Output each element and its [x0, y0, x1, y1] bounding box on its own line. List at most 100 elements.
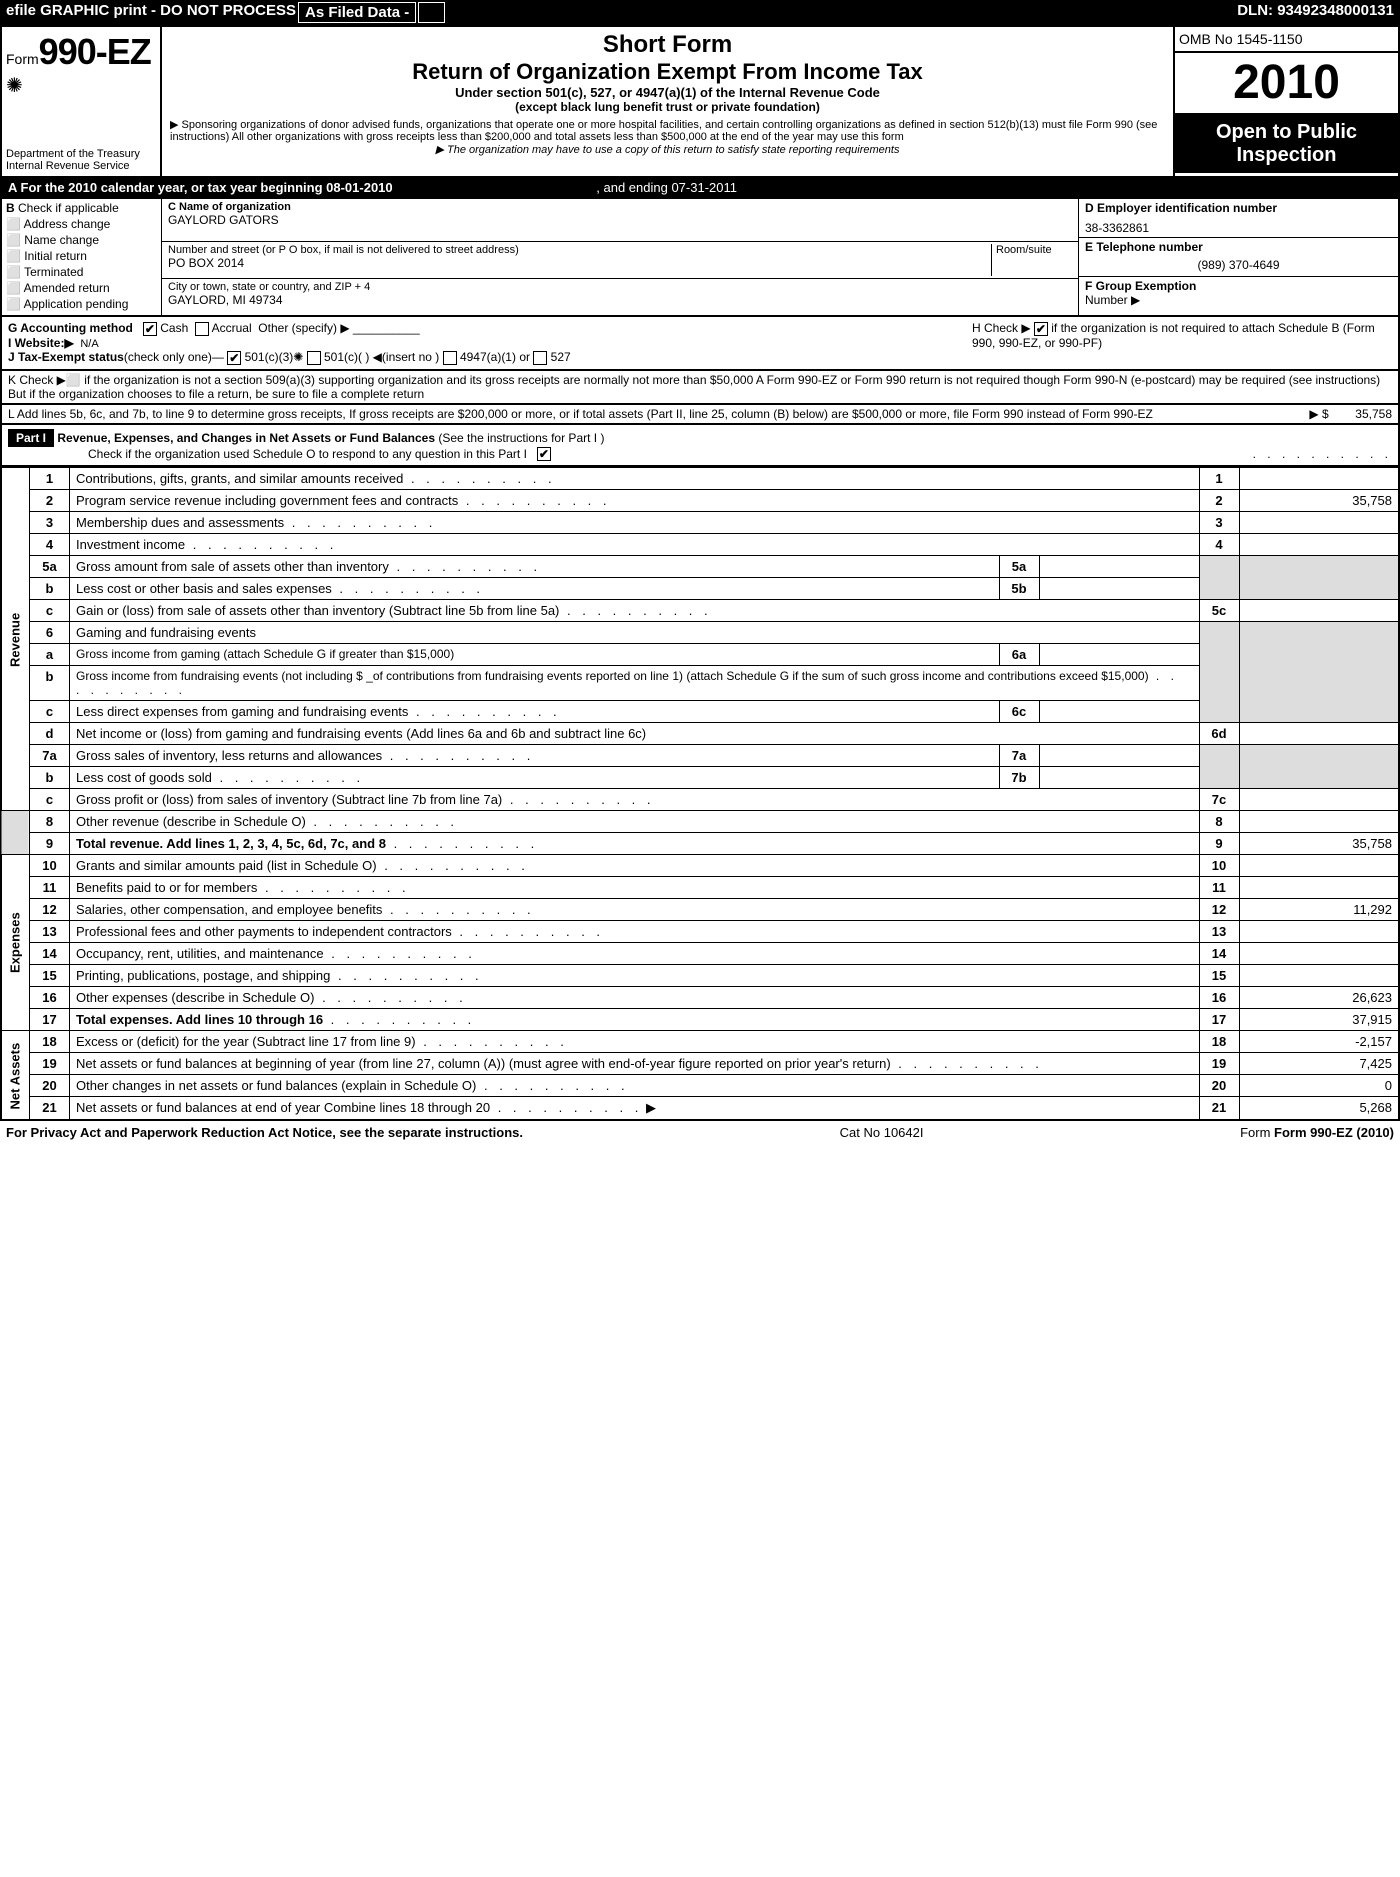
- phone-value: (989) 370-4649: [1085, 258, 1392, 272]
- cb-initial[interactable]: ⬜ Initial return: [6, 249, 157, 263]
- omb-number: OMB No 1545-1150: [1175, 27, 1398, 53]
- footer-form: Form 990-EZ (2010): [1274, 1125, 1394, 1140]
- line-16: Other expenses (describe in Schedule O): [76, 990, 314, 1005]
- org-name: GAYLORD GATORS: [168, 213, 1072, 227]
- line-11: Benefits paid to or for members: [76, 880, 257, 895]
- line-5a: Gross amount from sale of assets other t…: [76, 559, 389, 574]
- ein-value: 38-3362861: [1085, 221, 1392, 235]
- line-7b: Less cost of goods sold: [76, 770, 212, 785]
- f-label2: Number ▶: [1085, 293, 1392, 307]
- line-12-amt: 11,292: [1239, 899, 1399, 921]
- copy-note: ▶ The organization may have to use a cop…: [170, 143, 1165, 156]
- vert-revenue: Revenue: [1, 468, 30, 811]
- line-2: Program service revenue including govern…: [76, 493, 458, 508]
- part1-label: Part I: [8, 429, 54, 447]
- form-header: Form990-EZ ✺ Department of the Treasury …: [0, 25, 1400, 178]
- except-text: (except black lung benefit trust or priv…: [170, 100, 1165, 114]
- line-5c: Gain or (loss) from sale of assets other…: [76, 603, 559, 618]
- i-label: I Website:▶: [8, 336, 74, 350]
- row-a-ending: , and ending 07-31-2011: [596, 180, 737, 195]
- line-1: Contributions, gifts, grants, and simila…: [76, 471, 403, 486]
- footer-privacy: For Privacy Act and Paperwork Reduction …: [6, 1125, 523, 1140]
- lines-table: Revenue 1Contributions, gifts, grants, a…: [0, 467, 1400, 1121]
- efile-text: efile GRAPHIC print - DO NOT PROCESS: [6, 2, 296, 23]
- section-k: K Check ▶⬜ if the organization is not a …: [0, 371, 1400, 405]
- line-16-amt: 26,623: [1239, 987, 1399, 1009]
- room-label: Room/suite: [992, 244, 1072, 276]
- line-18-amt: -2,157: [1239, 1031, 1399, 1053]
- under-section: Under section 501(c), 527, or 4947(a)(1)…: [170, 85, 1165, 100]
- cb-501c[interactable]: [307, 351, 321, 365]
- line-20: Other changes in net assets or fund bala…: [76, 1078, 476, 1093]
- cb-name-change[interactable]: ⬜ Name change: [6, 233, 157, 247]
- cb-501c3[interactable]: ✔: [227, 351, 241, 365]
- line-13: Professional fees and other payments to …: [76, 924, 452, 939]
- vert-expenses: Expenses: [1, 855, 30, 1031]
- efile-header-bar: efile GRAPHIC print - DO NOT PROCESS As …: [0, 0, 1400, 25]
- line-3: Membership dues and assessments: [76, 515, 284, 530]
- vert-netassets: Net Assets: [1, 1031, 30, 1121]
- line-9: Total revenue. Add lines 1, 2, 3, 4, 5c,…: [76, 836, 386, 851]
- footer-cat: Cat No 10642I: [840, 1125, 924, 1140]
- cb-cash[interactable]: ✔: [143, 322, 157, 336]
- short-form-title: Short Form: [170, 31, 1165, 59]
- as-filed-box: As Filed Data -: [298, 2, 416, 23]
- row-a-text: A For the 2010 calendar year, or tax yea…: [8, 180, 393, 195]
- c-label: C Name of organization: [168, 201, 291, 213]
- l-arrow: ▶ $: [1309, 407, 1328, 421]
- l-text: L Add lines 5b, 6c, and 7b, to line 9 to…: [8, 407, 1309, 421]
- row-a: A For the 2010 calendar year, or tax yea…: [0, 178, 1400, 199]
- part1-header: Part I Revenue, Expenses, and Changes in…: [0, 425, 1400, 468]
- return-title: Return of Organization Exempt From Incom…: [170, 59, 1165, 85]
- line-19-amt: 7,425: [1239, 1053, 1399, 1075]
- d-label: D Employer identification number: [1085, 201, 1277, 215]
- cb-amended[interactable]: ⬜ Amended return: [6, 281, 157, 295]
- b-label: B: [6, 201, 15, 215]
- street-value: PO BOX 2014: [168, 256, 991, 270]
- check-if: Check if applicable: [18, 201, 119, 215]
- line-6: Gaming and fundraising events: [70, 622, 1200, 644]
- row-g: G Accounting method ✔ Cash Accrual Other…: [8, 321, 972, 336]
- line-6a: Gross income from gaming (attach Schedul…: [76, 647, 454, 661]
- tax-year: 2010: [1175, 53, 1398, 115]
- line-17: Total expenses. Add lines 10 through 16: [76, 1012, 323, 1027]
- cb-527[interactable]: [533, 351, 547, 365]
- section-b: B Check if applicable ⬜ Address change ⬜…: [0, 199, 1400, 317]
- dept-treasury: Department of the Treasury: [6, 148, 156, 160]
- line-6b: Gross income from fundraising events (no…: [76, 669, 1149, 683]
- f-label: F Group Exemption: [1085, 279, 1196, 293]
- line-9-amt: 35,758: [1239, 833, 1399, 855]
- cb-h[interactable]: ✔: [1034, 322, 1048, 336]
- line-7a: Gross sales of inventory, less returns a…: [76, 748, 382, 763]
- line-12: Salaries, other compensation, and employ…: [76, 902, 382, 917]
- j-label: J Tax-Exempt status: [8, 350, 124, 364]
- line-10: Grants and similar amounts paid (list in…: [76, 858, 377, 873]
- l-amount: 35,758: [1355, 407, 1392, 421]
- cb-part1[interactable]: ✔: [537, 447, 551, 461]
- part1-check: Check if the organization used Schedule …: [88, 447, 527, 461]
- open-public-1: Open to Public: [1177, 121, 1396, 144]
- other-specify: Other (specify) ▶: [258, 321, 349, 335]
- line-21: Net assets or fund balances at end of ye…: [76, 1100, 490, 1115]
- line-17-amt: 37,915: [1239, 1009, 1399, 1031]
- cb-pending[interactable]: ⬜ Application pending: [6, 297, 157, 311]
- line-20-amt: 0: [1239, 1075, 1399, 1097]
- row-i: I Website:▶ N/A: [8, 336, 972, 350]
- open-public-2: Inspection: [1177, 144, 1396, 167]
- line-2-amt: 35,758: [1239, 490, 1399, 512]
- line-6c: Less direct expenses from gaming and fun…: [76, 704, 408, 719]
- street-label: Number and street (or P O box, if mail i…: [168, 244, 991, 256]
- cb-terminated[interactable]: ⬜ Terminated: [6, 265, 157, 279]
- cb-addr-change[interactable]: ⬜ Address change: [6, 217, 157, 231]
- open-public: Open to Public Inspection: [1175, 115, 1398, 173]
- part1-see: (See the instructions for Part I ): [438, 431, 604, 445]
- line-19: Net assets or fund balances at beginning…: [76, 1056, 891, 1071]
- line-18: Excess or (deficit) for the year (Subtra…: [76, 1034, 416, 1049]
- cb-accrual[interactable]: [195, 322, 209, 336]
- section-gj: G Accounting method ✔ Cash Accrual Other…: [0, 317, 1400, 371]
- part1-title: Revenue, Expenses, and Changes in Net As…: [57, 431, 435, 445]
- line-4: Investment income: [76, 537, 185, 552]
- dln-text: DLN: 93492348000131: [1237, 2, 1394, 23]
- e-label: E Telephone number: [1085, 240, 1203, 254]
- cb-4947[interactable]: [443, 351, 457, 365]
